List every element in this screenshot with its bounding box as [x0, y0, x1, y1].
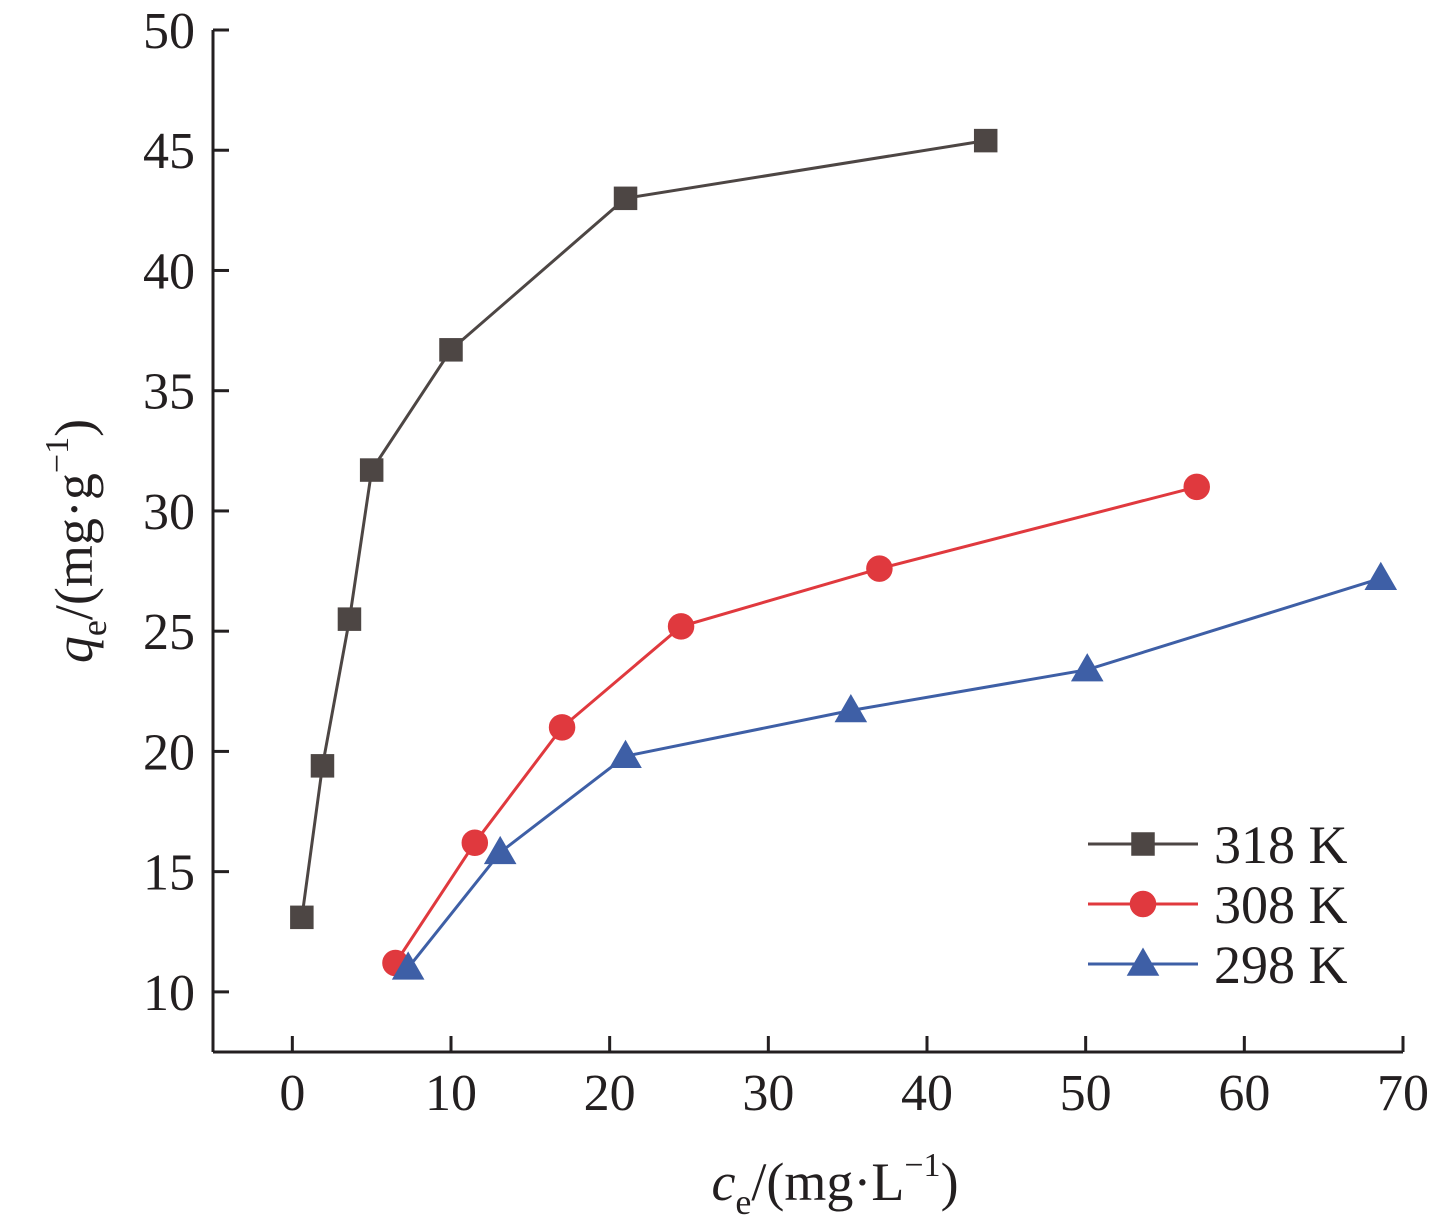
series-318k: [290, 128, 998, 930]
y-axis-title: qe/(mg·g−1): [39, 419, 114, 663]
x-tick-label: 50: [1060, 1065, 1112, 1122]
x-tick-label: 20: [584, 1065, 636, 1122]
data-point-318k: [359, 458, 384, 482]
series-line-318k: [300, 139, 986, 918]
data-point-298k: [483, 835, 517, 865]
y-tick-label: 30: [143, 484, 195, 541]
x-tick-label: 0: [279, 1065, 305, 1122]
y-tick-label: 20: [143, 724, 195, 781]
series-298k: [391, 561, 1398, 980]
data-point-318k: [310, 754, 335, 778]
legend-label: 318 K: [1214, 815, 1348, 875]
x-axis-title-close: ): [941, 1152, 959, 1212]
y-tick-label: 10: [143, 965, 195, 1022]
series-layer: [290, 128, 1398, 980]
x-axis-title-sub: e: [735, 1182, 751, 1222]
y-axis-title-main: q: [44, 636, 104, 663]
data-point-318k: [439, 338, 463, 362]
y-tick-label: 50: [143, 3, 195, 60]
ticks: 0 10 20 30 40 50 60 70 10 15 20 25 30 35 40 45 50: [143, 3, 1429, 1122]
data-point-318k: [973, 128, 998, 153]
legend-item-298k: 298 K: [1088, 935, 1348, 995]
x-axis-title-sup: −1: [904, 1147, 940, 1184]
legend-label: 308 K: [1214, 875, 1348, 935]
data-point-298k: [609, 739, 642, 768]
legend-item-318k: 318 K: [1088, 815, 1348, 875]
x-tick-label: 40: [901, 1065, 953, 1122]
x-axis-title-main: c: [711, 1152, 735, 1212]
data-point-298k: [1070, 653, 1104, 682]
series-308k: [382, 473, 1210, 977]
y-tick-label: 45: [143, 123, 195, 180]
legend-marker: [1131, 832, 1155, 856]
x-tick-label: 30: [742, 1065, 794, 1122]
x-tick-label: 10: [425, 1065, 477, 1122]
x-tick-label: 70: [1377, 1065, 1429, 1122]
data-point-318k: [613, 186, 638, 211]
legend-item-308k: 308 K: [1088, 875, 1348, 935]
x-axis-title: ce/(mg·L−1): [711, 1147, 958, 1222]
data-point-308k: [548, 714, 576, 741]
data-point-308k: [461, 829, 489, 857]
x-axis-title-rest: /(mg·L: [751, 1152, 904, 1212]
axes: [211, 30, 1403, 1054]
y-tick-label: 15: [143, 845, 195, 902]
series-line-308k: [394, 485, 1198, 964]
data-point-318k: [290, 905, 314, 930]
data-point-298k: [391, 951, 425, 980]
x-tick-label: 60: [1218, 1065, 1270, 1122]
y-axis-title-close: ): [44, 419, 104, 437]
data-point-298k: [1364, 561, 1398, 591]
data-point-318k: [337, 607, 362, 631]
y-axis-title-sup: −1: [39, 437, 76, 473]
y-tick-label: 40: [143, 243, 195, 300]
y-tick-label: 25: [143, 604, 195, 661]
legend-marker: [1126, 947, 1160, 976]
data-point-298k: [834, 694, 868, 723]
y-axis-title-rest: /(mg·g: [44, 473, 104, 620]
data-point-308k: [1183, 473, 1210, 501]
y-axis-title-sub: e: [74, 620, 114, 636]
legend-label: 298 K: [1214, 935, 1348, 995]
series-line-298k: [407, 576, 1382, 969]
y-tick-label: 35: [143, 364, 195, 421]
data-point-308k: [866, 555, 893, 582]
legend-marker: [1129, 890, 1157, 918]
data-point-308k: [667, 613, 695, 640]
